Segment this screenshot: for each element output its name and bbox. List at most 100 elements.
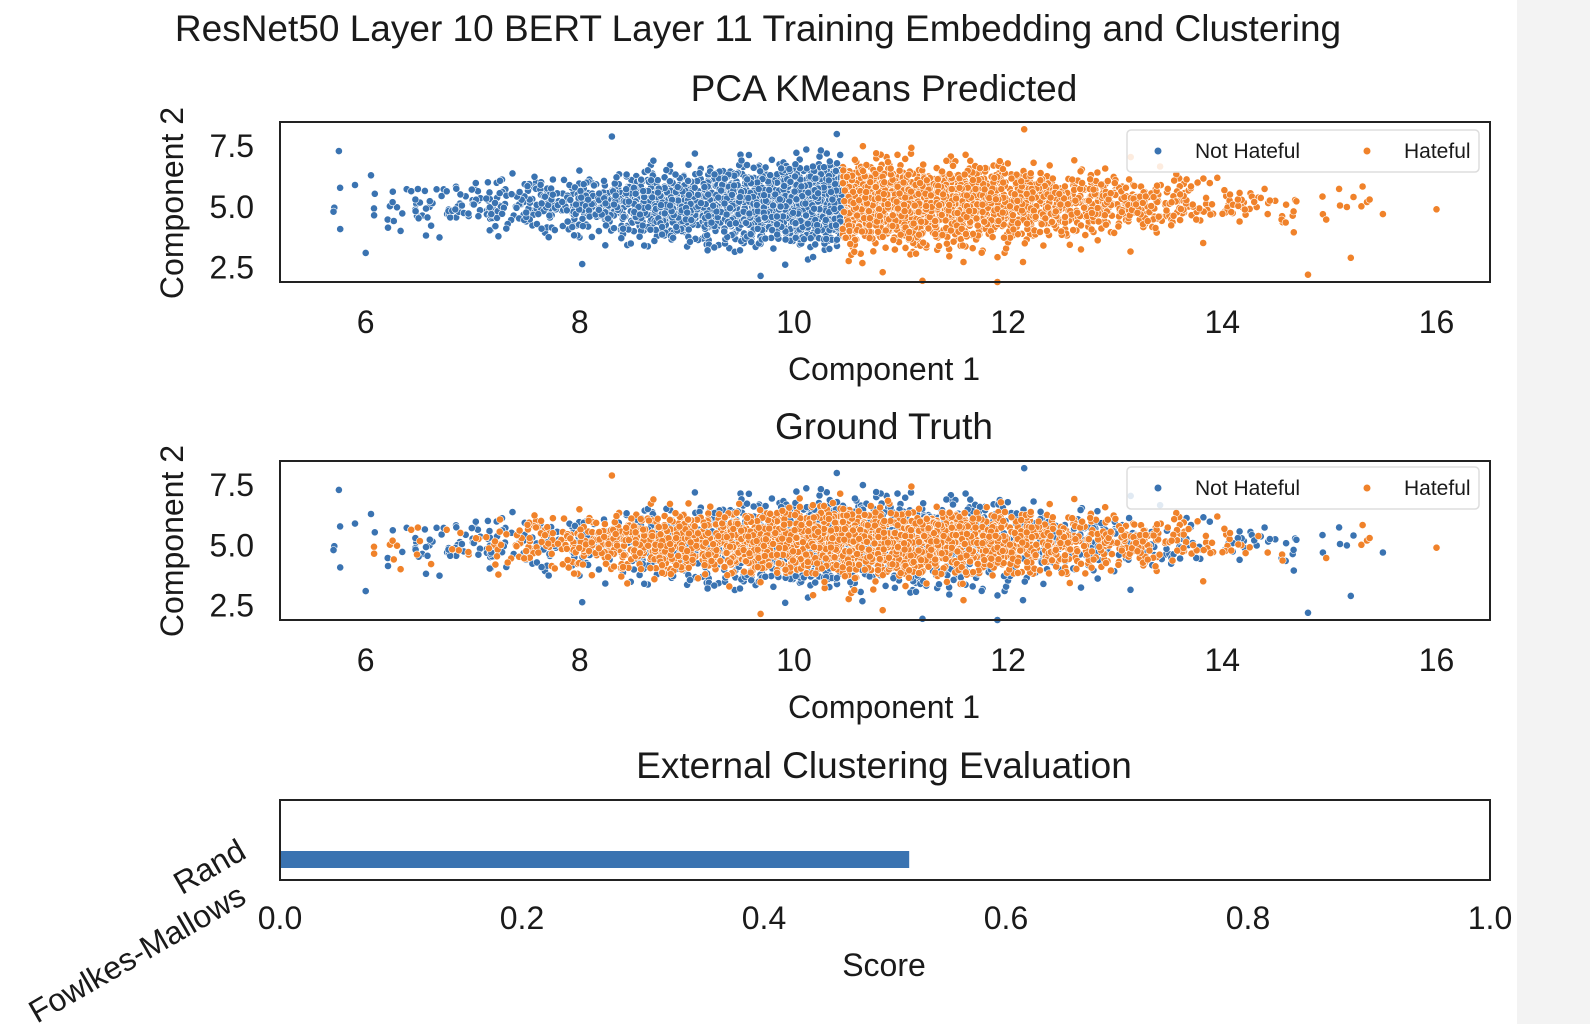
- point-hateful: [1097, 180, 1106, 189]
- point-not-hateful: [590, 181, 598, 190]
- point-hateful: [1318, 192, 1327, 201]
- point-hateful: [945, 252, 954, 261]
- point-not-hateful: [407, 187, 416, 196]
- point-hateful: [895, 189, 904, 198]
- point-not-hateful: [769, 244, 778, 253]
- point-not-hateful: [1343, 541, 1351, 550]
- point-hateful: [894, 204, 902, 213]
- point-not-hateful: [737, 156, 746, 165]
- point-hateful: [995, 157, 1004, 166]
- point-not-hateful: [709, 201, 718, 210]
- point-not-hateful: [537, 224, 546, 233]
- point-hateful: [895, 166, 904, 175]
- point-hateful: [1336, 201, 1344, 210]
- point-not-hateful: [570, 231, 578, 240]
- point-hateful: [1141, 192, 1150, 201]
- point-not-hateful: [1282, 539, 1290, 548]
- point-hateful: [978, 200, 987, 209]
- point-not-hateful: [654, 188, 662, 197]
- point-hateful: [945, 170, 954, 178]
- point-hateful: [840, 197, 849, 206]
- point-not-hateful: [822, 234, 831, 243]
- x-axis-label-kmeans: Component 1: [788, 351, 980, 387]
- point-not-hateful: [806, 234, 815, 243]
- point-hateful: [1357, 202, 1366, 211]
- point-not-hateful: [494, 232, 503, 241]
- point-not-hateful: [768, 155, 776, 164]
- point-not-hateful: [427, 221, 435, 230]
- point-not-hateful: [714, 193, 723, 202]
- point-hateful: [1071, 196, 1080, 205]
- point-not-hateful: [756, 167, 765, 176]
- point-not-hateful: [658, 230, 666, 239]
- point-not-hateful: [370, 204, 378, 213]
- point-not-hateful: [820, 163, 828, 172]
- point-not-hateful: [781, 235, 790, 244]
- point-not-hateful: [673, 183, 682, 191]
- point-not-hateful: [710, 243, 719, 252]
- point-not-hateful: [361, 248, 370, 257]
- point-hateful: [1365, 195, 1374, 204]
- point-hateful: [1346, 253, 1355, 262]
- point-hateful: [1022, 189, 1031, 198]
- point-not-hateful: [536, 180, 545, 189]
- point-hateful: [1065, 240, 1074, 249]
- point-hateful: [1432, 205, 1441, 214]
- point-not-hateful: [496, 176, 504, 185]
- point-hateful: [916, 179, 924, 187]
- panel-title-ground-truth: Ground Truth: [775, 406, 993, 447]
- point-not-hateful: [802, 211, 810, 220]
- point-hateful: [904, 170, 913, 179]
- point-not-hateful: [491, 222, 500, 231]
- point-not-hateful: [813, 227, 822, 235]
- point-hateful: [1014, 219, 1022, 228]
- point-not-hateful: [522, 208, 531, 217]
- point-not-hateful: [414, 214, 423, 223]
- point-hateful: [1061, 182, 1069, 191]
- point-hateful: [947, 226, 955, 235]
- point-not-hateful: [562, 206, 571, 215]
- point-hateful: [1182, 175, 1191, 184]
- point-hateful: [949, 161, 957, 170]
- figure-suptitle: ResNet50 Layer 10 BERT Layer 11 Training…: [175, 8, 1341, 49]
- point-hateful: [884, 200, 892, 209]
- x-tick-label: 8: [571, 304, 589, 340]
- point-not-hateful: [602, 221, 610, 230]
- point-not-hateful: [809, 253, 817, 261]
- point-not-hateful: [560, 175, 568, 184]
- point-not-hateful: [704, 212, 713, 220]
- point-not-hateful: [612, 173, 621, 182]
- point-not-hateful: [773, 212, 781, 221]
- point-hateful: [1266, 196, 1274, 205]
- point-hateful: [907, 143, 916, 152]
- point-not-hateful: [832, 130, 841, 138]
- point-hateful: [866, 214, 874, 223]
- point-hateful: [1263, 210, 1272, 218]
- point-hateful: [1256, 193, 1265, 202]
- point-hateful: [1057, 227, 1066, 236]
- point-not-hateful: [619, 224, 627, 233]
- point-hateful: [1114, 222, 1123, 231]
- point-hateful: [869, 247, 878, 256]
- point-not-hateful: [610, 224, 618, 233]
- point-hateful: [1117, 208, 1126, 216]
- point-not-hateful: [731, 219, 740, 228]
- point-not-hateful: [515, 188, 524, 196]
- point-hateful: [1081, 231, 1090, 239]
- point-hateful: [988, 233, 997, 241]
- point-not-hateful: [833, 235, 841, 244]
- point-hateful: [1101, 164, 1110, 173]
- point-hateful: [1036, 176, 1045, 185]
- point-not-hateful: [544, 233, 553, 242]
- point-hateful: [1087, 225, 1096, 234]
- point-not-hateful: [351, 181, 359, 189]
- point-hateful: [1133, 208, 1142, 217]
- point-not-hateful: [821, 216, 830, 224]
- point-hateful: [931, 230, 940, 239]
- point-hateful: [976, 164, 984, 173]
- point-not-hateful: [690, 183, 699, 192]
- point-hateful: [1043, 226, 1051, 235]
- point-hateful: [1043, 203, 1052, 212]
- point-not-hateful: [833, 159, 841, 168]
- point-not-hateful: [558, 197, 567, 206]
